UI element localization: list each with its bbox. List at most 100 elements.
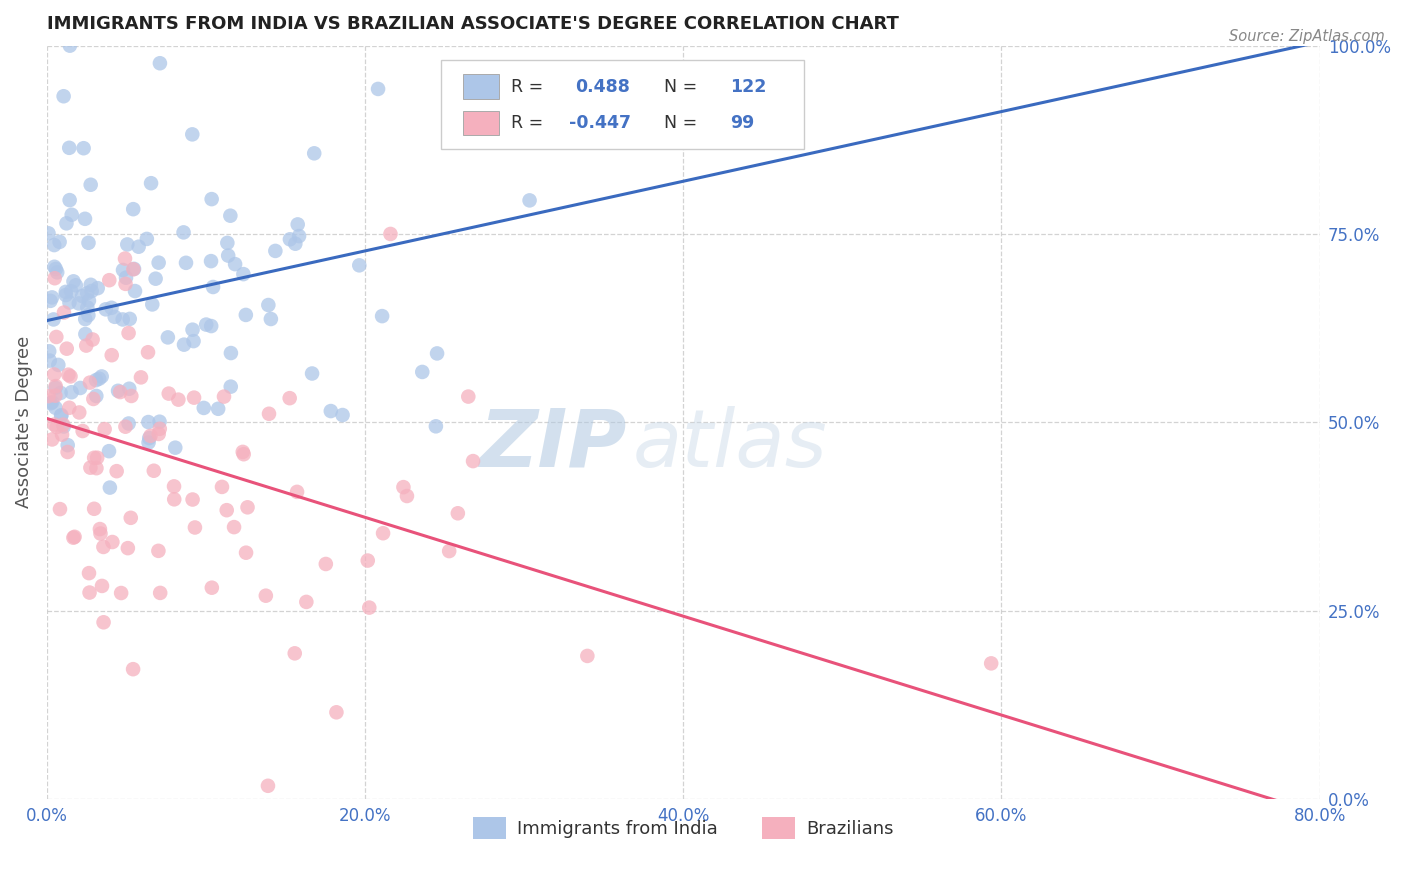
Point bbox=[224, 257, 246, 271]
Text: R =: R = bbox=[512, 78, 544, 95]
Point bbox=[44, 368, 66, 382]
Point bbox=[67, 296, 90, 310]
Point bbox=[183, 334, 205, 348]
Point bbox=[77, 235, 100, 250]
Point bbox=[201, 192, 224, 206]
Point bbox=[56, 445, 79, 459]
Text: ZIP: ZIP bbox=[478, 406, 626, 483]
Point bbox=[45, 330, 67, 344]
Point bbox=[80, 178, 103, 192]
Point bbox=[42, 312, 65, 326]
Text: N =: N = bbox=[664, 114, 697, 132]
Point bbox=[302, 146, 325, 161]
Point bbox=[457, 390, 479, 404]
Text: N =: N = bbox=[664, 78, 697, 95]
Point bbox=[59, 193, 82, 207]
Point bbox=[89, 522, 111, 536]
Point bbox=[235, 308, 257, 322]
Point bbox=[219, 379, 242, 393]
Point bbox=[122, 261, 145, 276]
Point bbox=[58, 401, 80, 415]
Point bbox=[44, 389, 66, 403]
Point bbox=[56, 438, 79, 452]
Point bbox=[82, 333, 104, 347]
Point bbox=[80, 277, 103, 292]
Point bbox=[232, 445, 254, 459]
Point bbox=[319, 404, 342, 418]
Point bbox=[392, 480, 415, 494]
Point bbox=[222, 520, 245, 534]
Point bbox=[98, 273, 121, 287]
Point bbox=[232, 447, 254, 461]
Text: 0.488: 0.488 bbox=[575, 78, 630, 95]
Point bbox=[142, 464, 165, 478]
Point bbox=[219, 209, 242, 223]
Point bbox=[38, 344, 60, 359]
Point bbox=[77, 293, 100, 308]
Point bbox=[83, 450, 105, 465]
Y-axis label: Associate's Degree: Associate's Degree bbox=[15, 336, 32, 508]
Point bbox=[141, 297, 163, 311]
Text: 122: 122 bbox=[730, 78, 766, 95]
Point bbox=[287, 218, 309, 232]
Point bbox=[90, 369, 112, 384]
Point bbox=[93, 540, 115, 554]
Point bbox=[86, 281, 108, 295]
Point bbox=[257, 298, 280, 312]
Point bbox=[45, 262, 67, 277]
FancyBboxPatch shape bbox=[441, 60, 804, 149]
Point bbox=[129, 370, 152, 384]
Point bbox=[76, 301, 98, 315]
Point bbox=[264, 244, 287, 258]
Point bbox=[173, 226, 195, 240]
Point bbox=[148, 426, 170, 441]
Point bbox=[167, 392, 190, 407]
Point bbox=[94, 302, 117, 317]
Point bbox=[156, 330, 179, 344]
Point bbox=[135, 232, 157, 246]
Point bbox=[128, 240, 150, 254]
Point bbox=[173, 337, 195, 351]
Point bbox=[260, 312, 283, 326]
Point bbox=[76, 286, 98, 301]
Point bbox=[138, 415, 160, 429]
Text: 99: 99 bbox=[730, 114, 755, 132]
Point bbox=[193, 401, 215, 415]
Point bbox=[75, 338, 97, 352]
Point bbox=[411, 365, 433, 379]
Point bbox=[108, 385, 131, 400]
Point bbox=[284, 236, 307, 251]
Point bbox=[371, 309, 394, 323]
Point bbox=[100, 348, 122, 362]
Point bbox=[148, 415, 170, 429]
Point bbox=[49, 385, 72, 400]
Point bbox=[75, 312, 97, 326]
Point bbox=[122, 202, 145, 216]
Point bbox=[51, 408, 73, 422]
Point bbox=[117, 237, 139, 252]
Point bbox=[278, 391, 301, 405]
Point bbox=[79, 376, 101, 390]
Point bbox=[149, 56, 172, 70]
Point bbox=[59, 38, 82, 53]
Point bbox=[41, 290, 63, 304]
Point bbox=[395, 489, 418, 503]
Point bbox=[163, 479, 186, 493]
Point bbox=[367, 82, 389, 96]
Point bbox=[39, 293, 62, 308]
Point bbox=[110, 586, 132, 600]
Point bbox=[288, 229, 311, 244]
Point bbox=[139, 429, 162, 443]
Point bbox=[44, 381, 66, 395]
Point bbox=[52, 305, 75, 319]
Point bbox=[41, 395, 63, 409]
Point bbox=[380, 227, 402, 241]
Point bbox=[284, 646, 307, 660]
Point bbox=[138, 435, 160, 450]
Point bbox=[80, 284, 103, 298]
Point bbox=[200, 319, 222, 334]
Point bbox=[82, 392, 104, 406]
Point bbox=[72, 424, 94, 438]
Point bbox=[254, 589, 277, 603]
Point bbox=[58, 295, 80, 310]
